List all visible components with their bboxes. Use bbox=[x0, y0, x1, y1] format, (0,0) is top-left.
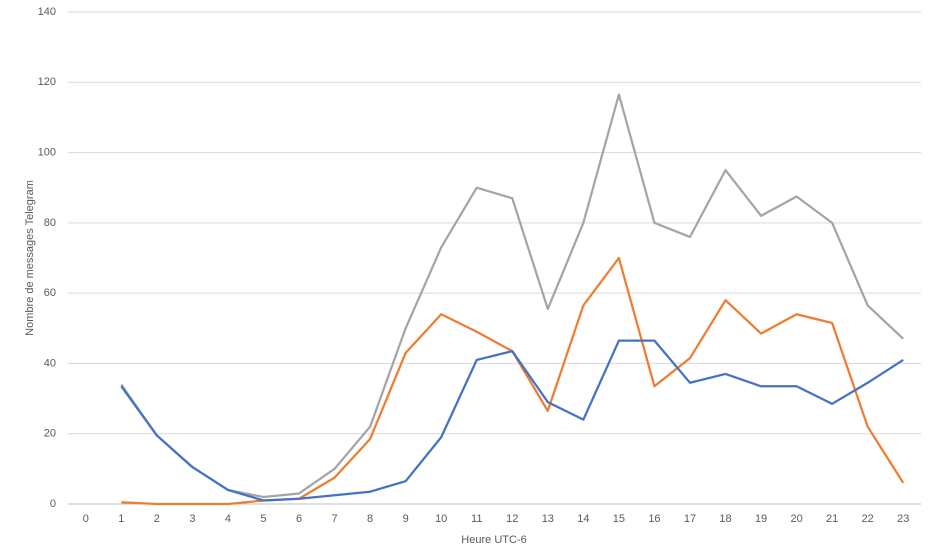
x-tick-label: 18 bbox=[719, 513, 731, 525]
y-tick-label: 40 bbox=[44, 357, 56, 369]
x-tick-label: 8 bbox=[367, 513, 373, 525]
y-tick-label: 60 bbox=[44, 287, 56, 299]
x-tick-label: 12 bbox=[506, 513, 518, 525]
x-tick-label: 11 bbox=[471, 513, 482, 525]
x-tick-label: 13 bbox=[542, 513, 554, 525]
y-tick-label: 100 bbox=[38, 146, 56, 158]
series-line bbox=[120, 339, 904, 502]
x-tick-label: 20 bbox=[790, 513, 802, 525]
series-line bbox=[121, 256, 905, 506]
x-tick-label: 0 bbox=[83, 513, 89, 525]
x-axis-label: Heure UTC-6 bbox=[461, 534, 526, 546]
y-axis-label: Nombre de messages Telegram bbox=[24, 180, 36, 336]
x-tick-label: 23 bbox=[897, 513, 909, 525]
y-tick-label: 140 bbox=[38, 6, 56, 18]
x-tick-label: 1 bbox=[118, 513, 124, 525]
x-tick-label: 5 bbox=[260, 513, 266, 525]
series-line bbox=[120, 93, 905, 499]
x-tick-label: 2 bbox=[154, 513, 160, 525]
y-tick-label: 0 bbox=[50, 498, 56, 510]
x-tick-label: 19 bbox=[755, 513, 767, 525]
x-tick-label: 15 bbox=[613, 513, 625, 525]
x-tick-label: 4 bbox=[225, 513, 231, 525]
y-tick-label: 20 bbox=[44, 428, 56, 440]
x-tick-label: 7 bbox=[332, 513, 338, 525]
y-tick-label: 80 bbox=[44, 217, 56, 229]
x-tick-label: 22 bbox=[862, 513, 874, 525]
x-tick-label: 21 bbox=[826, 513, 838, 525]
x-tick-label: 14 bbox=[577, 513, 589, 525]
x-tick-label: 3 bbox=[189, 513, 195, 525]
x-tick-label: 17 bbox=[684, 513, 696, 525]
x-tick-label: 10 bbox=[435, 513, 447, 525]
x-tick-label: 16 bbox=[648, 513, 660, 525]
x-tick-label: 9 bbox=[403, 513, 409, 525]
x-tick-label: 6 bbox=[296, 513, 302, 525]
y-tick-label: 120 bbox=[38, 76, 56, 88]
